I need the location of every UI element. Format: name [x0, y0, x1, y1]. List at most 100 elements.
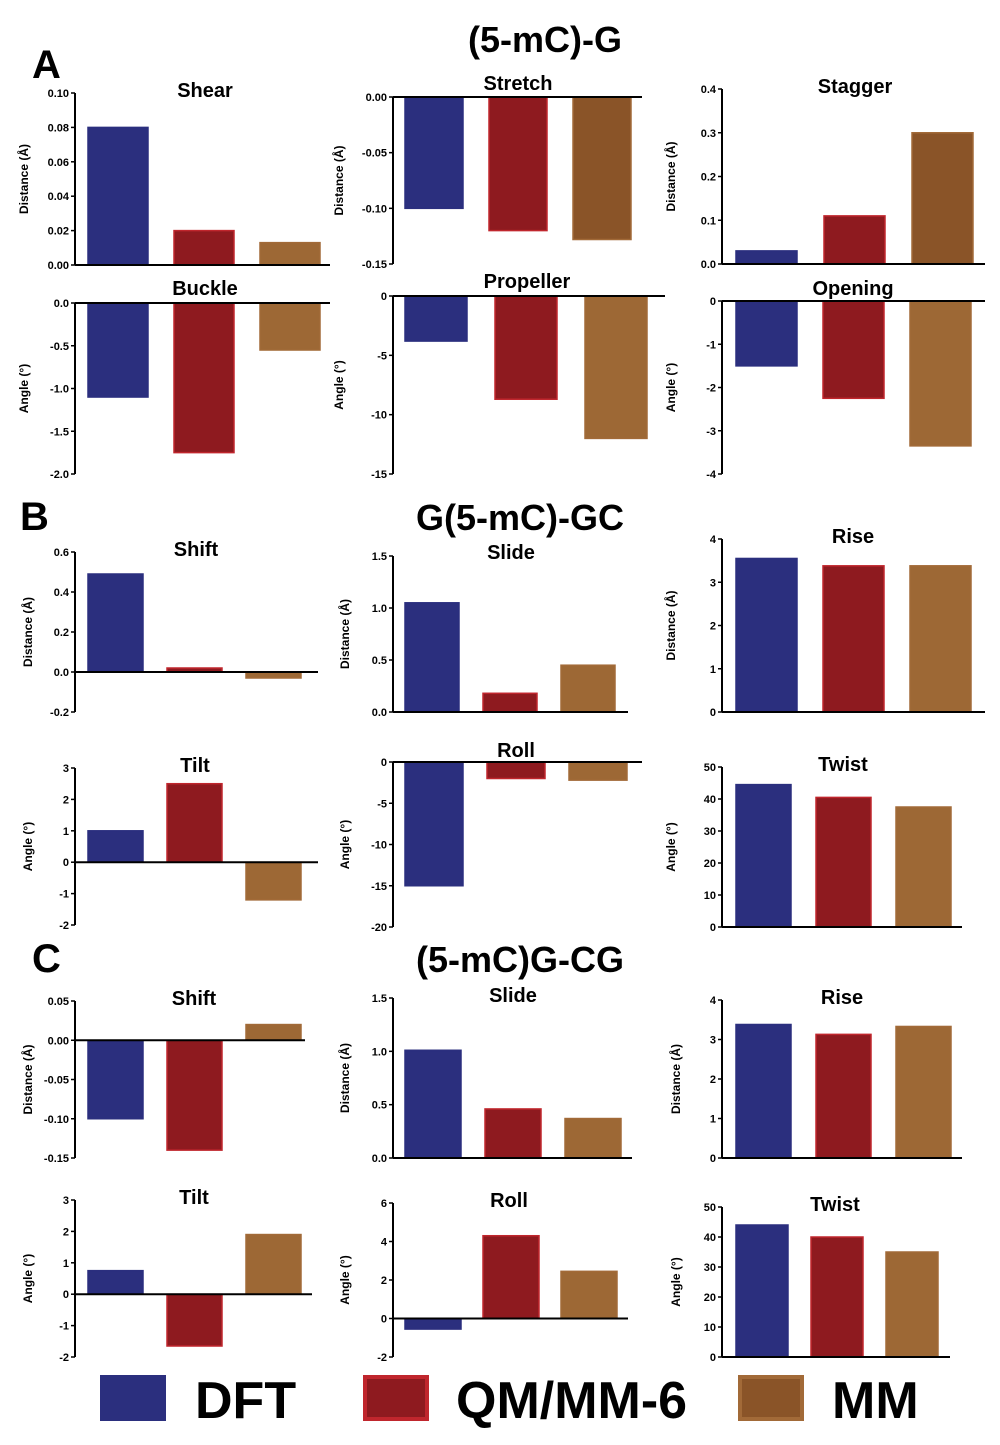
bar-mm — [885, 1251, 939, 1358]
bar-mm — [259, 241, 321, 266]
y-tick-label: 2 — [710, 621, 716, 633]
y-tick-label: 0 — [381, 1314, 387, 1326]
y-tick-label: 10 — [704, 1322, 716, 1334]
chart-1: Shear 0.00 0.02 0.04 0.06 0.08 0.10 Distance (Å… — [16, 80, 330, 272]
chart-13: Shift -0.15 -0.10 -0.05 0.00 0.05 Distance (Å) — [20, 988, 305, 1165]
bar-mm — [895, 806, 952, 928]
chart-17: Roll -2 0 2 4 6 Angle (°) — [338, 1190, 628, 1364]
y-tick-label: 0.5 — [372, 655, 387, 667]
chart-11: Roll -20 -15 -10 -5 0 Angle (°) — [338, 740, 642, 934]
y-tick-label: -1 — [59, 1321, 69, 1333]
chart-4: Buckle -2.0 -1.5 -1.0 -0.5 0.0 Angle (°) — [17, 278, 330, 481]
y-tick-label: 0.08 — [48, 122, 69, 134]
y-axis-label: Angle (°) — [21, 1254, 35, 1303]
chart-10: Tilt -2 -1 0 1 2 3 Angle (°) — [21, 755, 318, 932]
y-tick-label: 1 — [63, 826, 69, 838]
y-tick-label: 0.02 — [48, 226, 69, 238]
y-axis-label: Distance (Å) — [337, 1043, 352, 1113]
bar-qm-mm-6 — [482, 692, 538, 713]
y-tick-label: 0 — [710, 1153, 716, 1165]
chart-7: Shift -0.2 0.0 0.2 0.4 0.6 Distance (Å) — [20, 539, 318, 719]
chart-title: Stagger — [818, 76, 893, 98]
y-tick-label: 0.06 — [48, 157, 69, 169]
y-tick-label: 0.10 — [48, 88, 69, 100]
y-tick-label: -15 — [371, 469, 387, 481]
y-tick-label: 20 — [704, 1292, 716, 1304]
bar-mm — [909, 565, 972, 713]
bar-qm-mm-6 — [486, 761, 546, 780]
bar-qm-mm-6 — [173, 229, 235, 266]
y-tick-label: 2 — [710, 1074, 716, 1086]
y-tick-label: 1.0 — [372, 1046, 387, 1058]
bar-mm — [911, 132, 974, 265]
y-tick-label: 0 — [381, 757, 387, 769]
bar-qm-mm-6 — [173, 302, 235, 454]
y-tick-label: -2.0 — [50, 469, 69, 481]
bar-qm-mm-6 — [482, 1234, 540, 1320]
y-tick-label: -20 — [371, 922, 387, 934]
y-tick-label: 1.5 — [372, 993, 387, 1005]
bar-dft — [404, 1049, 462, 1159]
bar-qm-mm-6 — [166, 782, 223, 863]
y-tick-label: 0.0 — [372, 1153, 387, 1165]
bar-qm-mm-6 — [166, 1039, 223, 1151]
bar-mm — [259, 302, 321, 351]
y-tick-label: -10 — [371, 840, 387, 852]
y-tick-label: 0.4 — [54, 587, 70, 599]
bar-dft — [87, 573, 144, 673]
bar-mm — [245, 861, 302, 901]
y-tick-label: 0.00 — [48, 1035, 69, 1047]
y-tick-label: 1 — [710, 664, 716, 676]
y-tick-label: 2 — [63, 1226, 69, 1238]
bar-mm — [245, 1023, 302, 1042]
y-axis-label: Angle (°) — [21, 822, 35, 871]
chart-title: Propeller — [484, 271, 571, 293]
y-tick-label: 0.0 — [701, 259, 716, 271]
bar-qm-mm-6 — [484, 1108, 542, 1159]
y-tick-label: 4 — [710, 995, 717, 1007]
chart-16: Tilt -2 -1 0 1 2 3 Angle (°) — [21, 1187, 312, 1364]
bar-qm-mm-6 — [494, 295, 558, 400]
chart-title: Rise — [821, 987, 863, 1009]
chart-3: Stagger 0.0 0.1 0.2 0.3 0.4 Distance (Å) — [663, 76, 985, 271]
chart-5: Propeller -15 -10 -5 0 Angle (°) — [332, 271, 665, 481]
bar-dft — [735, 1224, 789, 1358]
y-tick-label: 0 — [381, 291, 387, 303]
y-tick-label: -2 — [706, 383, 716, 395]
y-tick-label: -10 — [371, 410, 387, 422]
bar-mm — [572, 96, 632, 241]
chart-title: Slide — [489, 985, 537, 1007]
y-tick-label: 0.2 — [701, 172, 716, 184]
section-letter-a: A — [32, 43, 61, 87]
section-letter-b: B — [20, 495, 49, 539]
y-axis-label: Distance (Å) — [20, 1044, 35, 1114]
y-axis-label: Angle (°) — [664, 822, 678, 871]
bar-qm-mm-6 — [810, 1236, 864, 1358]
chart-title: Twist — [810, 1194, 860, 1216]
bar-qm-mm-6 — [815, 1033, 872, 1159]
legend-swatch-mm — [738, 1375, 804, 1421]
chart-title: Tilt — [179, 1187, 209, 1209]
y-tick-label: 50 — [704, 1202, 716, 1214]
y-tick-label: 0.6 — [54, 547, 69, 559]
y-tick-label: -0.10 — [44, 1114, 69, 1126]
y-tick-label: 1 — [710, 1114, 716, 1126]
y-tick-label: 0.00 — [48, 260, 69, 272]
y-tick-label: 1.0 — [372, 603, 387, 615]
y-axis-label: Distance (Å) — [668, 1044, 683, 1114]
bar-dft — [735, 300, 798, 367]
chart-title: Tilt — [180, 755, 210, 777]
y-axis-label: Angle (°) — [17, 364, 31, 413]
bar-mm — [895, 1025, 952, 1159]
y-tick-label: -0.2 — [50, 707, 69, 719]
y-tick-label: 40 — [704, 1232, 716, 1244]
bar-qm-mm-6 — [488, 96, 548, 232]
bar-qm-mm-6 — [822, 300, 885, 400]
y-tick-label: 0.0 — [372, 707, 387, 719]
chart-6: Opening -4 -3 -2 -1 0 Angle (°) — [664, 278, 985, 481]
chart-title: Shift — [174, 539, 219, 561]
y-tick-label: -1 — [59, 889, 69, 901]
y-tick-label: -0.15 — [44, 1153, 69, 1165]
y-tick-label: 3 — [710, 1035, 716, 1047]
chart-15: Rise 0 1 2 3 4 Distance (Å) — [668, 987, 962, 1165]
